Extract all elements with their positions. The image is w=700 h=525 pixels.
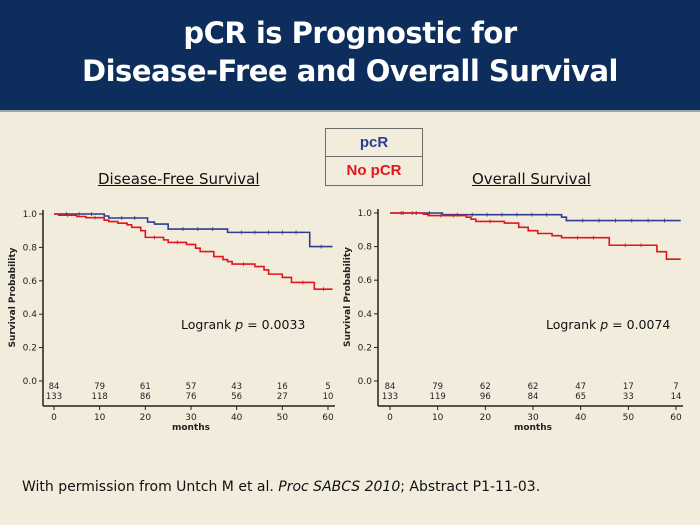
- dfs-at-risk-no-pcr: 133: [46, 392, 62, 402]
- dfs-y-tick-label: 1.0: [23, 210, 38, 220]
- os-at-risk-pcr: 47: [575, 382, 586, 392]
- dfs-series-no-pcr-line: [54, 213, 333, 290]
- legend-item-no-pcr: No pCR: [346, 162, 402, 179]
- citation-suffix: ; Abstract P1-11-03.: [400, 479, 541, 495]
- dfs-logrank-annotation: Logrank p = 0.0033: [181, 317, 305, 332]
- dfs-at-risk-no-pcr: 56: [231, 392, 242, 402]
- os-x-tick-label: 40: [575, 413, 587, 423]
- dfs-at-risk-pcr: 79: [94, 382, 105, 392]
- dfs-at-risk-pcr: 16: [277, 382, 288, 392]
- dfs-y-tick-label: 0.0: [23, 377, 38, 387]
- p-value: = 0.0074: [608, 317, 670, 332]
- os-y-axis-label: Survival Probability: [343, 247, 353, 347]
- dfs-at-risk-no-pcr: 27: [277, 392, 288, 402]
- logrank-label: Logrank: [181, 317, 235, 332]
- dfs-y-tick-label: 0.4: [23, 310, 38, 320]
- os-at-risk-pcr: 84: [385, 382, 396, 392]
- os-x-tick-label: 10: [432, 413, 444, 423]
- os-y-tick-label: 0.0: [358, 377, 373, 387]
- dfs-series-pcr-line: [54, 213, 333, 248]
- os-chart-title: Overall Survival: [472, 170, 591, 188]
- os-x-axis-label: months: [514, 423, 552, 433]
- legend: pcR No pCR: [325, 128, 423, 186]
- dfs-x-tick-label: 20: [140, 413, 152, 423]
- dfs-y-axis-label: Survival Probability: [8, 247, 18, 347]
- os-at-risk-pcr: 17: [623, 382, 634, 392]
- os-at-risk-no-pcr: 84: [528, 392, 539, 402]
- os-logrank-annotation: Logrank p = 0.0074: [546, 317, 670, 332]
- dfs-at-risk-pcr: 43: [231, 382, 242, 392]
- title-line-1: pCR is Prognostic for: [183, 16, 517, 50]
- os-at-risk-pcr: 62: [528, 382, 539, 392]
- dfs-y-tick-label: 0.8: [23, 243, 38, 253]
- os-at-risk-pcr: 79: [432, 382, 443, 392]
- dfs-x-axis-label: months: [172, 423, 210, 433]
- dfs-x-tick-label: 50: [277, 413, 289, 423]
- dfs-chart-title: Disease-Free Survival: [98, 170, 260, 188]
- os-y-tick-label: 0.8: [358, 243, 373, 253]
- survival-charts: 0.00.20.40.60.81.00 10 20 30 40 50 60monthsSur…: [8, 209, 683, 433]
- dfs-at-risk-no-pcr: 86: [140, 392, 151, 402]
- os-y-tick-label: 0.2: [358, 343, 372, 353]
- dfs-at-risk-pcr: 84: [49, 382, 60, 392]
- os-series-no-pcr-line: [390, 212, 681, 260]
- dfs-x-tick-label: 60: [322, 413, 334, 423]
- dfs-at-risk-pcr: 5: [325, 382, 330, 392]
- dfs-at-risk-pcr: 57: [186, 382, 197, 392]
- dfs-x-tick-label: 30: [185, 413, 197, 423]
- dfs-at-risk-no-pcr: 118: [92, 392, 108, 402]
- os-y-tick-label: 1.0: [358, 209, 373, 219]
- title-line-2: Disease-Free and Overall Survival: [82, 54, 618, 88]
- dfs-at-risk-no-pcr: 76: [186, 392, 197, 402]
- os-at-risk-no-pcr: 133: [382, 392, 398, 402]
- os-at-risk-no-pcr: 65: [575, 392, 586, 402]
- p-symbol: p: [599, 317, 608, 332]
- citation-prefix: With permission from Untch M et al.: [22, 479, 279, 495]
- os-x-tick-label: 0: [387, 413, 393, 423]
- dfs-y-tick-label: 0.6: [23, 277, 38, 287]
- os-y-tick-label: 0.4: [358, 310, 373, 320]
- slide-title: pCR is Prognostic for Disease-Free and O…: [0, 14, 700, 90]
- dfs-at-risk-pcr: 61: [140, 382, 151, 392]
- logrank-label: Logrank: [546, 317, 600, 332]
- os-x-tick-label: 20: [480, 413, 492, 423]
- os-at-risk-pcr: 62: [480, 382, 491, 392]
- os-at-risk-no-pcr: 14: [671, 392, 682, 402]
- p-value: = 0.0033: [243, 317, 305, 332]
- legend-item-pcr: pcR: [326, 129, 422, 157]
- dfs-x-tick-label: 40: [231, 413, 243, 423]
- os-series-pcr-line: [390, 212, 681, 222]
- os-y-tick-label: 0.6: [358, 276, 373, 286]
- dfs-at-risk-no-pcr: 10: [323, 392, 334, 402]
- citation-journal: Proc SABCS 2010: [278, 479, 401, 495]
- os-at-risk-no-pcr: 119: [430, 392, 446, 402]
- p-symbol: p: [234, 317, 243, 332]
- dfs-x-tick-label: 10: [94, 413, 106, 423]
- dfs-x-tick-label: 0: [51, 413, 57, 423]
- os-at-risk-no-pcr: 33: [623, 392, 634, 402]
- dfs-y-tick-label: 0.2: [23, 344, 37, 354]
- os-x-tick-label: 60: [670, 413, 682, 423]
- os-x-tick-label: 50: [623, 413, 635, 423]
- os-at-risk-pcr: 7: [673, 382, 678, 392]
- os-x-tick-label: 30: [527, 413, 539, 423]
- title-banner: pCR is Prognostic for Disease-Free and O…: [0, 0, 700, 112]
- os-at-risk-no-pcr: 96: [480, 392, 491, 402]
- citation: With permission from Untch M et al. Proc…: [22, 479, 540, 495]
